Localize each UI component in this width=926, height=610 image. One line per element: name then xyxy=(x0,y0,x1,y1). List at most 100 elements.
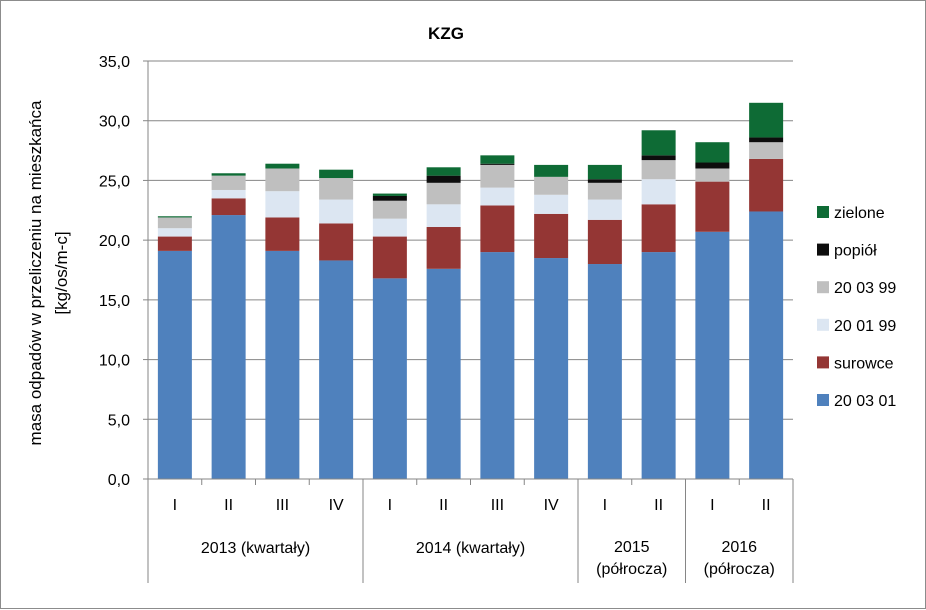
legend-swatch xyxy=(817,356,829,369)
y-tick-label: 20,0 xyxy=(99,233,130,250)
x-tick-label: II xyxy=(762,497,771,514)
y-axis-title-line1: masa odpadów w przeliczeniu na mieszkańc… xyxy=(26,100,45,445)
bar-segment xyxy=(372,200,407,219)
bar-segment xyxy=(211,198,246,216)
legend-label: popiół xyxy=(834,243,877,260)
bar-segment xyxy=(426,175,461,183)
x-tick-label: I xyxy=(388,497,392,514)
x-tick-label: I xyxy=(710,497,714,514)
x-tick-label: III xyxy=(276,497,289,514)
bar-segment xyxy=(749,211,784,480)
group-label: 2016 xyxy=(721,539,757,556)
bar-segment xyxy=(587,164,622,180)
group-label: (półrocza) xyxy=(704,561,775,578)
y-axis-title-line2: [kg/os/m-c] xyxy=(52,231,71,314)
bar-segment xyxy=(157,250,192,479)
bar-segment xyxy=(265,163,300,169)
bar-segment xyxy=(749,102,784,138)
bar-segment xyxy=(641,204,676,253)
bar-segment xyxy=(372,218,407,237)
bar-segment xyxy=(372,236,407,279)
bar-segment xyxy=(265,250,300,479)
bar-segment xyxy=(587,182,622,200)
bar-segment xyxy=(641,130,676,156)
bar-segment xyxy=(319,199,354,224)
bar-segment xyxy=(480,155,515,164)
group-label: 2014 (kwartały) xyxy=(416,540,525,557)
bar-segment xyxy=(319,169,354,179)
bar-segment xyxy=(641,179,676,205)
x-tick-label: I xyxy=(603,497,607,514)
bar-segment xyxy=(534,194,569,214)
bar-segment xyxy=(211,175,246,190)
x-tick-label: II xyxy=(654,497,663,514)
bar-segment xyxy=(695,162,730,169)
bar-segment xyxy=(265,168,300,192)
x-tick-label: II xyxy=(224,497,233,514)
legend-swatch xyxy=(817,206,829,218)
bar-segment xyxy=(587,179,622,183)
x-tick-label: IV xyxy=(329,497,344,514)
y-tick-label: 30,0 xyxy=(99,114,130,131)
bar-segment xyxy=(157,217,192,229)
legend-swatch xyxy=(817,394,829,406)
bar-segment xyxy=(426,182,461,205)
bar-segment xyxy=(695,231,730,479)
bars xyxy=(157,102,784,480)
bar-segment xyxy=(749,137,784,143)
gridlines xyxy=(148,60,793,420)
bar-segment xyxy=(587,219,622,265)
legend-label: 20 03 99 xyxy=(834,280,896,297)
axes: 0,05,010,015,020,025,030,035,0I II III IV I I… xyxy=(99,54,794,583)
group-label: 2013 (kwartały) xyxy=(201,540,310,557)
bar-segment xyxy=(587,264,622,479)
bar-segment xyxy=(641,160,676,180)
legend: zielone popiół 20 03 99 20 01 99 surowce 20 0… xyxy=(817,205,896,410)
bar-segment xyxy=(211,215,246,479)
bar-segment xyxy=(319,260,354,479)
y-axis-title: masa odpadów w przeliczeniu na mieszkańc… xyxy=(26,100,71,445)
legend-label: 20 01 99 xyxy=(834,318,896,335)
bar-segment xyxy=(480,252,515,479)
bar-segment xyxy=(695,168,730,182)
y-tick-label: 10,0 xyxy=(99,353,130,370)
legend-swatch xyxy=(817,243,829,256)
x-tick-label: I xyxy=(173,497,177,514)
legend-swatch xyxy=(817,318,829,331)
x-tick-label: IV xyxy=(544,497,559,514)
y-tick-label: 0,0 xyxy=(108,472,130,489)
chart-title: KZG xyxy=(428,24,464,43)
bar-segment xyxy=(534,176,569,195)
y-tick-label: 25,0 xyxy=(99,173,130,190)
bar-segment xyxy=(480,164,515,188)
bar-segment xyxy=(372,195,407,201)
bar-segment xyxy=(587,199,622,220)
legend-label: surowce xyxy=(834,355,894,372)
x-tick-label: III xyxy=(491,497,504,514)
y-tick-label: 15,0 xyxy=(99,293,130,310)
bar-segment xyxy=(426,268,461,479)
bar-segment xyxy=(426,167,461,176)
legend-label: zielone xyxy=(834,205,885,222)
bar-segment xyxy=(319,223,354,261)
bar-segment xyxy=(211,189,246,199)
bar-segment xyxy=(534,164,569,177)
bar-segment xyxy=(641,155,676,161)
legend-label: 20 03 01 xyxy=(834,393,896,410)
group-label: 2015 xyxy=(614,539,650,556)
y-tick-label: 35,0 xyxy=(99,54,130,71)
bar-segment xyxy=(157,228,192,237)
legend-swatch xyxy=(817,281,829,294)
bar-segment xyxy=(372,193,407,196)
bar-segment xyxy=(480,187,515,206)
bar-segment xyxy=(480,163,515,165)
bar-segment xyxy=(157,236,192,251)
bar-segment xyxy=(372,278,407,479)
y-tick-label: 5,0 xyxy=(108,412,130,429)
bar-segment xyxy=(426,227,461,269)
bar-segment xyxy=(749,142,784,159)
x-tick-label: II xyxy=(439,497,448,514)
bar-segment xyxy=(426,204,461,228)
